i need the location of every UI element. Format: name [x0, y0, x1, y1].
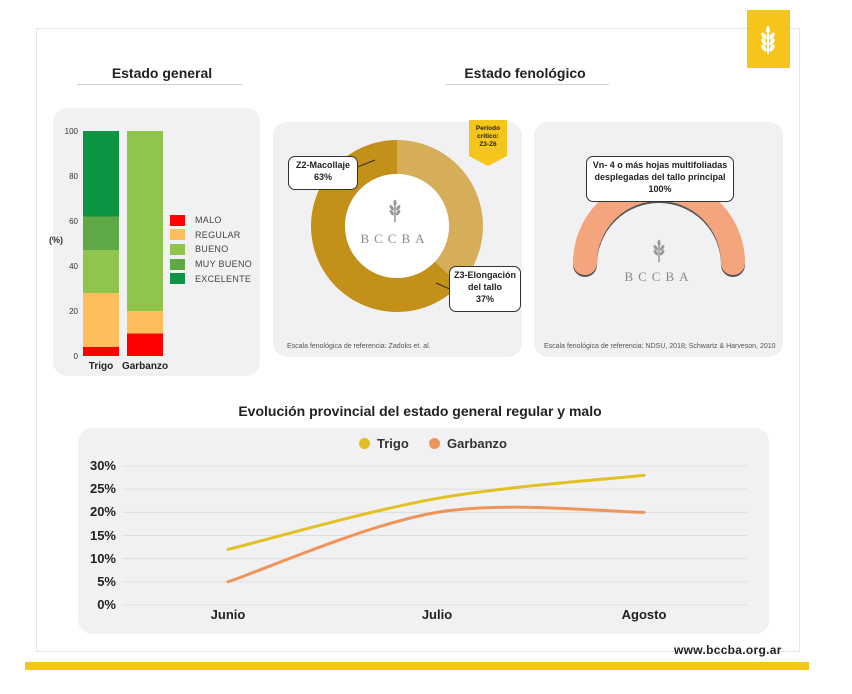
periodo-critico-badge: Período crítico: Z3-Z6: [469, 120, 507, 168]
legend-label: MALO: [195, 215, 222, 225]
macollaje-callout: Z2-Macollaje 63%: [288, 156, 358, 190]
vn4-callout: Vn- 4 o más hojas multifoliadas desplega…: [586, 156, 734, 202]
legend-item: MUY BUENO: [170, 257, 252, 271]
website-link[interactable]: www.bccba.org.ar: [674, 643, 782, 657]
legend-swatch: [170, 258, 185, 270]
donut-watermark: BCCBA: [355, 198, 435, 247]
footer-bar: [25, 662, 809, 670]
badge-line: Período: [475, 125, 501, 132]
y-axis-label: (%): [49, 235, 63, 245]
x-tick-label: Junio: [210, 607, 246, 622]
legend-label: Garbanzo: [447, 436, 507, 451]
legend-swatch: [170, 229, 185, 241]
elongacion-callout: Z3-Elongación del tallo 37%: [449, 266, 521, 312]
estado-general-panel: [53, 108, 260, 376]
legend-swatch: [170, 243, 185, 255]
callout-line: 63%: [313, 172, 332, 182]
wheat-icon: [761, 26, 775, 54]
callout-line: 100%: [648, 184, 672, 194]
badge-line: Z3-Z6: [479, 141, 497, 148]
zadoks-note: Escala fenológica de referencia: Zadoks …: [287, 343, 431, 350]
x-tick-label: Julio: [421, 607, 453, 622]
evolucion-panel: [78, 428, 769, 634]
legend-item: Garbanzo: [429, 436, 507, 451]
watermark-text: BCCBA: [624, 269, 694, 284]
legend-swatch: [170, 214, 185, 226]
x-tick-label: Agosto: [621, 607, 667, 622]
legend-label: Trigo: [377, 436, 409, 451]
legend-item: BUENO: [170, 242, 229, 256]
y-tick-label: 0%: [97, 597, 116, 612]
legend-item: REGULAR: [170, 228, 241, 242]
callout-line: Vn- 4 o más hojas multifoliadas: [592, 160, 728, 170]
y-tick-label: 20%: [89, 504, 116, 520]
watermark-text: BCCBA: [360, 231, 430, 246]
legend-label: BUENO: [195, 244, 229, 255]
wheat-icon: [389, 199, 401, 223]
ndsu-note: Escala fenológica de referencia: NDSU, 2…: [544, 343, 776, 350]
legend-item: MALO: [170, 213, 222, 227]
badge-line: crítico:: [477, 133, 499, 140]
callout-line: Z2-Macollaje: [295, 160, 351, 170]
legend-label: REGULAR: [195, 229, 241, 240]
evolucion-title: Evolución provincial del estado general …: [238, 403, 602, 419]
legend-swatch: [170, 273, 185, 285]
callout-line: Z3-Elongación: [453, 270, 516, 280]
gauge-watermark: BCCBA: [619, 238, 699, 285]
legend-dot: [359, 438, 370, 449]
estado-general-title: Estado general: [111, 65, 213, 81]
legend-dot: [429, 438, 440, 449]
y-tick-label: 25%: [89, 481, 116, 497]
title-underline: [446, 84, 609, 85]
callout-line: 37%: [475, 294, 494, 304]
title-underline: [77, 84, 242, 85]
y-tick-label: 5%: [97, 573, 116, 589]
callout-line: desplegadas del tallo principal: [594, 172, 726, 182]
estado-fenologico-title: Estado fenológico: [464, 65, 586, 81]
y-tick-label: 15%: [89, 527, 116, 543]
legend-item: EXCELENTE: [170, 272, 251, 286]
brand-logo: [747, 10, 790, 68]
y-tick-label: 30%: [89, 458, 116, 473]
legend-label: MUY BUENO: [195, 259, 253, 270]
y-tick-label: 10%: [89, 550, 116, 566]
callout-line: del tallo: [467, 282, 502, 292]
wheat-icon: [653, 239, 665, 263]
legend-item: Trigo: [359, 436, 409, 451]
legend-label: EXCELENTE: [195, 273, 252, 284]
